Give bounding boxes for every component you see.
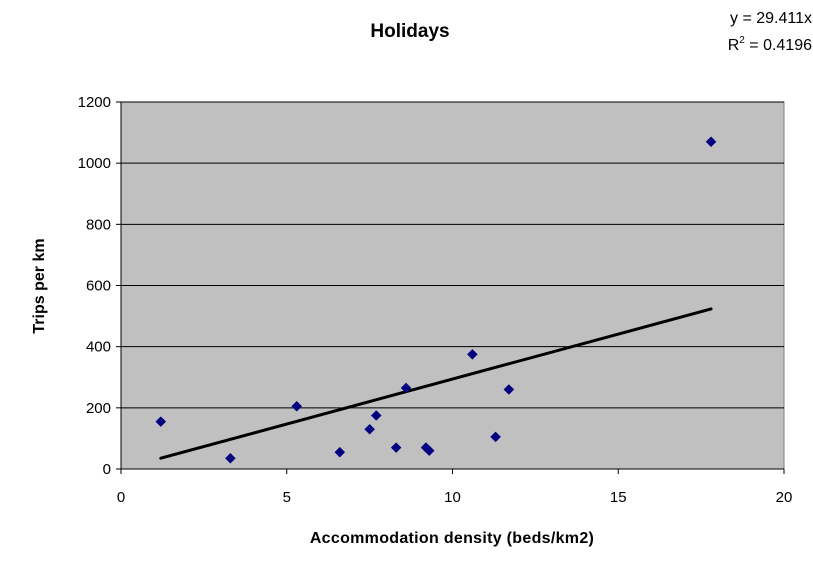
y-tick-label-3: 600 [86,278,111,295]
r2-sup: 2 [739,35,745,46]
x-tick-label-3: 15 [610,489,627,506]
r2-suffix: = 0.4196 [745,37,812,54]
y-tick-label-4: 800 [86,216,111,233]
y-tick-label-1: 200 [86,400,111,417]
trendline-equation: y = 29.411x [730,10,812,27]
y-tick-label-6: 1200 [78,94,111,111]
data-point-12 [503,384,515,395]
data-point-1 [225,452,236,464]
y-tick-label-2: 400 [86,339,111,356]
data-point-2 [291,400,303,412]
data-point-10 [467,348,478,360]
data-point-6 [390,442,402,453]
x-axis-ticks: 0 5 10 15 20 [117,469,793,506]
x-tick-label-1: 5 [283,489,291,506]
r2-prefix: R [728,37,740,54]
data-point-9 [423,445,435,457]
y-axis-title: Trips per km [31,238,48,333]
y-tick-label-0: 0 [103,461,111,478]
x-axis-title: Accommodation density (beds/km2) [310,530,594,547]
trendline [159,307,713,460]
data-point-5 [370,410,382,421]
y-axis-ticks: 0 200 400 600 800 1000 1200 [78,94,121,478]
data-points [155,136,717,464]
gridlines [121,101,784,409]
x-tick-label-0: 0 [117,489,125,506]
data-point-7 [400,382,412,394]
x-tick-label-2: 10 [444,489,461,506]
data-point-13 [705,136,717,148]
data-point-3 [334,446,346,458]
data-point-0 [155,416,167,427]
data-point-4 [364,423,375,435]
x-tick-label-4: 20 [776,489,793,506]
data-point-11 [490,431,501,443]
y-tick-label-5: 1000 [78,155,111,172]
r-squared-label: R2 = 0.4196 [728,35,812,54]
chart-title: Holidays [370,21,449,42]
